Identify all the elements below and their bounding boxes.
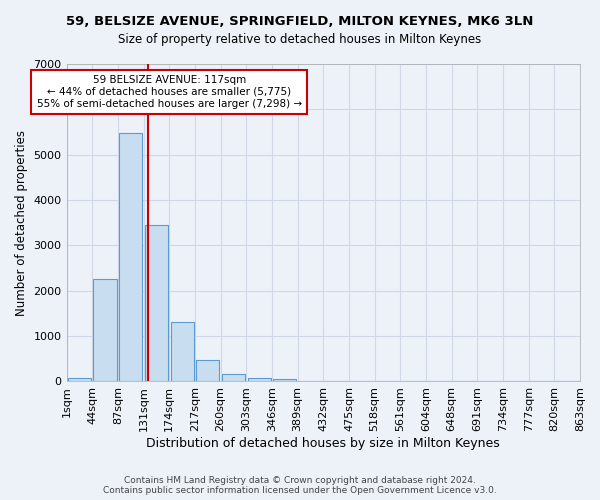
Bar xyxy=(196,360,219,382)
Y-axis label: Number of detached properties: Number of detached properties xyxy=(15,130,28,316)
Bar xyxy=(68,378,91,382)
Bar xyxy=(145,225,168,382)
Text: Contains HM Land Registry data © Crown copyright and database right 2024.
Contai: Contains HM Land Registry data © Crown c… xyxy=(103,476,497,495)
Text: Size of property relative to detached houses in Milton Keynes: Size of property relative to detached ho… xyxy=(118,32,482,46)
Text: 59 BELSIZE AVENUE: 117sqm
← 44% of detached houses are smaller (5,775)
55% of se: 59 BELSIZE AVENUE: 117sqm ← 44% of detac… xyxy=(37,76,302,108)
X-axis label: Distribution of detached houses by size in Milton Keynes: Distribution of detached houses by size … xyxy=(146,437,500,450)
Bar xyxy=(248,378,271,382)
Bar xyxy=(94,278,116,382)
Bar xyxy=(119,134,142,382)
Text: 59, BELSIZE AVENUE, SPRINGFIELD, MILTON KEYNES, MK6 3LN: 59, BELSIZE AVENUE, SPRINGFIELD, MILTON … xyxy=(67,15,533,28)
Bar xyxy=(170,322,194,382)
Bar xyxy=(273,380,296,382)
Bar xyxy=(222,374,245,382)
